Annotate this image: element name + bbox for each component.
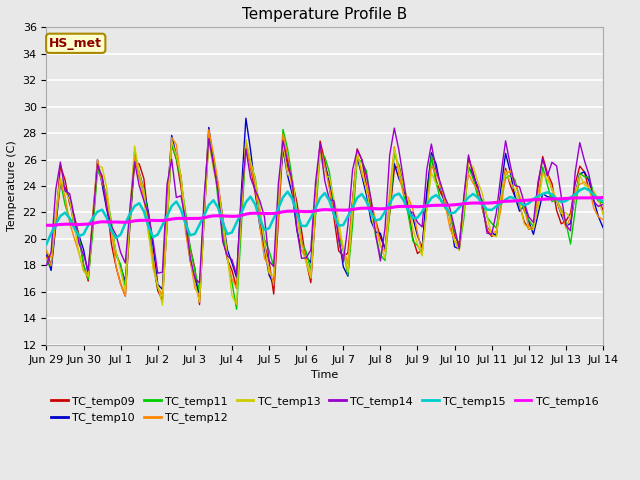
TC_temp11 bbox=[173, 155, 180, 161]
TC_temp12 bbox=[428, 163, 435, 168]
TC_temp16 bbox=[599, 194, 607, 200]
TC_temp14 bbox=[284, 158, 291, 164]
TC_temp09 bbox=[196, 302, 204, 308]
TC_temp13 bbox=[428, 170, 435, 176]
TC_temp12 bbox=[99, 180, 106, 186]
TC_temp09 bbox=[572, 181, 579, 187]
TC_temp14 bbox=[572, 169, 579, 175]
TC_temp10 bbox=[99, 181, 106, 187]
TC_temp09 bbox=[599, 207, 607, 213]
TC_temp12 bbox=[43, 255, 51, 261]
TC_temp15 bbox=[419, 209, 426, 215]
TC_temp14 bbox=[428, 141, 435, 147]
TC_temp12 bbox=[205, 127, 212, 132]
TC_temp10 bbox=[599, 225, 607, 230]
TC_temp13 bbox=[572, 192, 579, 198]
TC_temp13 bbox=[242, 137, 250, 143]
TC_temp15 bbox=[43, 241, 51, 247]
TC_temp13 bbox=[400, 184, 408, 190]
TC_temp12 bbox=[599, 216, 607, 222]
TC_temp09 bbox=[205, 136, 212, 142]
TC_temp13 bbox=[43, 248, 51, 254]
TC_temp11 bbox=[572, 207, 579, 213]
TC_temp12 bbox=[177, 177, 185, 183]
TC_temp09 bbox=[173, 156, 180, 162]
TC_temp14 bbox=[599, 202, 607, 207]
TC_temp10 bbox=[400, 185, 408, 191]
TC_temp10 bbox=[572, 192, 579, 197]
TC_temp13 bbox=[159, 302, 166, 308]
Line: TC_temp12: TC_temp12 bbox=[47, 130, 603, 296]
TC_temp14 bbox=[390, 125, 398, 131]
TC_temp15 bbox=[580, 185, 588, 191]
TC_temp09 bbox=[289, 179, 296, 184]
TC_temp09 bbox=[99, 173, 106, 179]
TC_temp11 bbox=[599, 200, 607, 206]
Line: TC_temp16: TC_temp16 bbox=[47, 197, 603, 225]
TC_temp09 bbox=[400, 183, 408, 189]
TC_temp13 bbox=[99, 164, 106, 170]
TC_temp10 bbox=[196, 292, 204, 298]
TC_temp15 bbox=[173, 199, 180, 204]
TC_temp11 bbox=[43, 262, 51, 267]
TC_temp16 bbox=[562, 195, 570, 201]
TC_temp16 bbox=[390, 204, 398, 210]
Y-axis label: Temperature (C): Temperature (C) bbox=[7, 141, 17, 231]
TC_temp16 bbox=[419, 204, 426, 209]
Title: Temperature Profile B: Temperature Profile B bbox=[242, 7, 407, 22]
TC_temp14 bbox=[196, 280, 204, 286]
TC_temp10 bbox=[428, 150, 435, 156]
TC_temp14 bbox=[173, 194, 180, 200]
TC_temp16 bbox=[43, 222, 51, 228]
Line: TC_temp14: TC_temp14 bbox=[47, 128, 603, 283]
TC_temp15 bbox=[562, 198, 570, 204]
TC_temp12 bbox=[572, 187, 579, 193]
TC_temp10 bbox=[173, 153, 180, 158]
TC_temp09 bbox=[43, 248, 51, 254]
TC_temp11 bbox=[289, 176, 296, 182]
TC_temp10 bbox=[43, 252, 51, 258]
TC_temp16 bbox=[99, 219, 106, 225]
TC_temp10 bbox=[289, 192, 296, 197]
TC_temp15 bbox=[99, 207, 106, 213]
TC_temp11 bbox=[428, 153, 435, 158]
TC_temp12 bbox=[400, 192, 408, 197]
TC_temp15 bbox=[279, 194, 287, 200]
TC_temp11 bbox=[233, 306, 241, 312]
TC_temp14 bbox=[99, 175, 106, 180]
TC_temp13 bbox=[599, 212, 607, 217]
Line: TC_temp09: TC_temp09 bbox=[47, 139, 603, 305]
TC_temp09 bbox=[428, 153, 435, 159]
Line: TC_temp10: TC_temp10 bbox=[47, 118, 603, 295]
Text: HS_met: HS_met bbox=[49, 37, 102, 50]
TC_temp16 bbox=[173, 216, 180, 221]
TC_temp15 bbox=[599, 199, 607, 204]
TC_temp13 bbox=[177, 173, 185, 179]
Line: TC_temp11: TC_temp11 bbox=[47, 130, 603, 309]
Line: TC_temp13: TC_temp13 bbox=[47, 140, 603, 305]
TC_temp14 bbox=[43, 263, 51, 268]
TC_temp10 bbox=[242, 115, 250, 121]
TC_temp11 bbox=[279, 127, 287, 132]
TC_temp11 bbox=[99, 178, 106, 184]
TC_temp16 bbox=[279, 209, 287, 215]
X-axis label: Time: Time bbox=[311, 370, 339, 380]
TC_temp11 bbox=[400, 192, 408, 197]
TC_temp12 bbox=[122, 293, 129, 299]
TC_temp15 bbox=[390, 193, 398, 199]
Line: TC_temp15: TC_temp15 bbox=[47, 188, 603, 244]
TC_temp12 bbox=[289, 187, 296, 193]
Legend: TC_temp09, TC_temp10, TC_temp11, TC_temp12, TC_temp13, TC_temp14, TC_temp15, TC_: TC_temp09, TC_temp10, TC_temp11, TC_temp… bbox=[47, 392, 603, 428]
TC_temp13 bbox=[289, 175, 296, 181]
TC_temp14 bbox=[400, 178, 408, 183]
